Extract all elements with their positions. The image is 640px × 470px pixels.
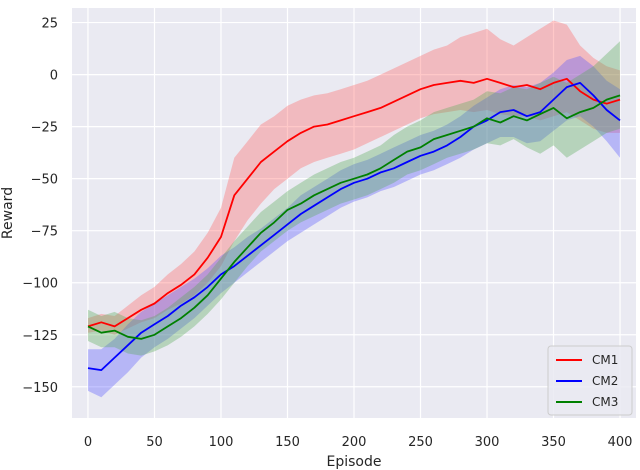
y-tick-label: 25 (41, 17, 58, 32)
cm1-line (87, 77, 621, 328)
x-tick-label: 350 (541, 435, 566, 450)
x-tick-label: 300 (475, 435, 500, 450)
legend-label-cm3: CM3 (592, 395, 618, 409)
series-lines (87, 77, 621, 372)
x-tick-label: 400 (608, 435, 633, 450)
legend-label-cm2: CM2 (592, 374, 618, 388)
legend-label-cm1: CM1 (592, 353, 618, 367)
y-axis-ticks: −150 −125 −100 −75 −50 −25 0 25 (22, 17, 58, 396)
x-tick-label: 0 (84, 435, 92, 450)
y-tick-label: −25 (31, 121, 58, 136)
y-tick-label: −50 (31, 173, 58, 188)
cm1-band (88, 20, 620, 335)
cm2-line (87, 82, 621, 372)
x-tick-label: 100 (209, 435, 234, 450)
y-tick-label: 0 (50, 69, 58, 84)
cm2-band (88, 55, 620, 398)
x-tick-label: 200 (342, 435, 367, 450)
x-tick-label: 150 (275, 435, 300, 450)
x-axis-title: Episode (327, 454, 382, 470)
y-tick-label: −100 (22, 277, 58, 292)
x-axis-ticks: 0 50 100 150 200 250 300 350 400 (84, 435, 633, 450)
legend-box (547, 345, 633, 416)
cm3-line (87, 94, 621, 340)
x-tick-label: 50 (146, 435, 163, 450)
y-axis-title: Reward (0, 187, 16, 239)
x-tick-label: 250 (408, 435, 433, 450)
y-tick-label: −75 (31, 225, 58, 240)
y-tick-label: −125 (22, 329, 58, 344)
legend: CM1 CM2 CM3 (547, 345, 633, 416)
y-tick-label: −150 (22, 381, 58, 396)
